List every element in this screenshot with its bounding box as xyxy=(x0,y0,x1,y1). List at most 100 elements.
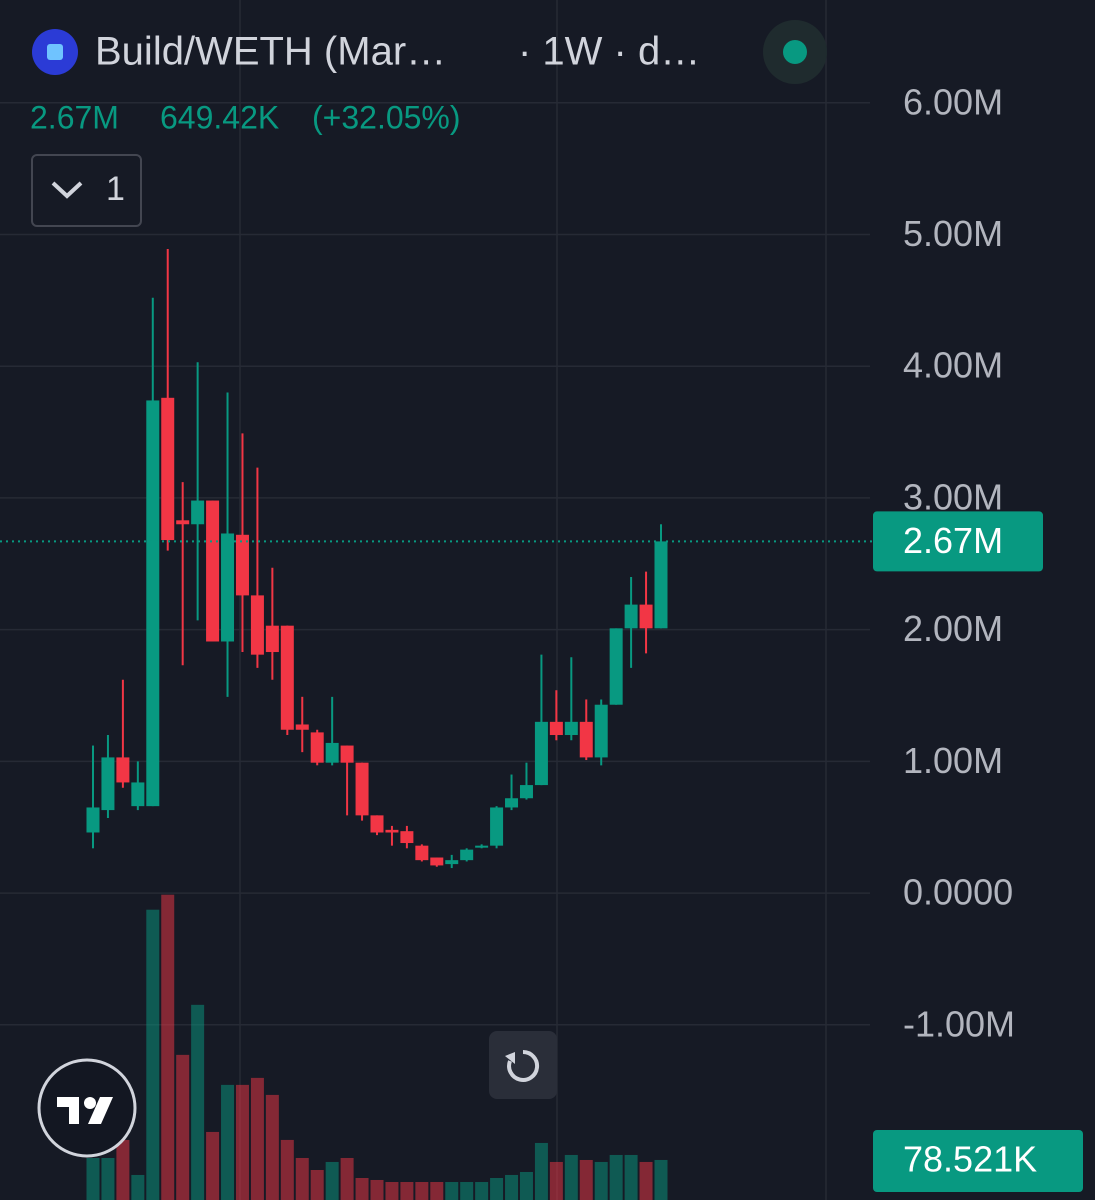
volume-bar xyxy=(235,1084,249,1200)
y-tick-label: -1.00M xyxy=(903,1003,1015,1044)
candle-body xyxy=(594,704,608,758)
y-tick-label: 4.00M xyxy=(903,345,1003,386)
volume-bar xyxy=(295,1157,309,1200)
y-tick-label: 2.00M xyxy=(903,608,1003,649)
legend-close: 2.67M xyxy=(30,99,119,135)
volume-bar xyxy=(221,1084,235,1200)
volume-bar xyxy=(370,1179,384,1200)
volume-bar xyxy=(594,1161,608,1200)
volume-bar xyxy=(639,1161,653,1200)
symbol-logo-mark xyxy=(47,44,63,60)
candle-body xyxy=(131,782,145,807)
volume-bar xyxy=(505,1174,519,1200)
reset-icon-arrow xyxy=(505,1052,515,1064)
volume-bar xyxy=(415,1182,429,1200)
candle-body xyxy=(505,798,519,808)
volume-bar xyxy=(490,1177,504,1200)
last-volume-tag xyxy=(873,1130,1083,1192)
y-tick-label: 5.00M xyxy=(903,213,1003,254)
volume-bar xyxy=(340,1157,354,1200)
last-price-label: 2.67M xyxy=(903,520,1003,561)
y-tick-label: 1.00M xyxy=(903,740,1003,781)
collapse-count: 1 xyxy=(106,170,125,208)
candle-body xyxy=(176,520,190,525)
reset-button[interactable] xyxy=(489,1031,557,1099)
y-axis: 6.00M 5.00M 4.00M 3.00M 2.00M 1.00M 0.0000 -1.0… xyxy=(873,81,1083,1192)
volume-bar xyxy=(609,1154,623,1200)
volume-bar xyxy=(430,1182,444,1200)
y-tick-label: 3.00M xyxy=(903,476,1003,517)
volume-bar xyxy=(564,1154,578,1200)
volume-bar xyxy=(280,1139,294,1200)
candle-body xyxy=(609,628,623,705)
candle-body xyxy=(295,724,309,730)
candle-body xyxy=(235,534,249,596)
candle-body xyxy=(221,533,235,642)
candle-body xyxy=(370,815,384,833)
candle-body xyxy=(161,397,175,541)
volume-bar xyxy=(265,1094,279,1200)
candle-body xyxy=(654,541,668,629)
volume-bar xyxy=(206,1131,220,1200)
candle-body xyxy=(534,721,548,786)
legend-change: 649.42K xyxy=(160,99,279,135)
candle-body xyxy=(310,732,324,763)
volume-bar xyxy=(310,1169,324,1200)
candle-body xyxy=(564,721,578,736)
candle-body xyxy=(340,745,354,763)
volume-bar xyxy=(355,1177,369,1200)
candle-body xyxy=(86,807,100,833)
candle-body xyxy=(265,625,279,653)
candle-body xyxy=(415,845,429,861)
volume-bar xyxy=(475,1182,489,1200)
legend-change-pct: (+32.05%) xyxy=(312,99,461,135)
volume-bar xyxy=(549,1161,563,1200)
candle-body xyxy=(116,757,130,783)
candle-body xyxy=(549,721,563,736)
last-price-tag xyxy=(873,511,1043,572)
status-dot xyxy=(783,40,807,64)
candle-body xyxy=(430,857,444,866)
volume-bar xyxy=(579,1159,593,1200)
candle-body xyxy=(400,831,414,844)
volume-bar xyxy=(445,1182,459,1200)
tv-logo-mark xyxy=(57,1097,113,1124)
volume-bar xyxy=(460,1182,474,1200)
volume-bar xyxy=(400,1182,414,1200)
candle-body xyxy=(639,604,653,629)
volume-bar xyxy=(191,1004,205,1200)
candle-body xyxy=(519,785,533,799)
y-tick-label: 0.0000 xyxy=(903,872,1013,913)
volume-bar xyxy=(161,894,175,1200)
last-volume-label: 78.521K xyxy=(903,1139,1037,1180)
candle-body xyxy=(475,845,489,848)
volume-bar xyxy=(385,1182,399,1200)
volume-bar xyxy=(624,1154,638,1200)
candle-body xyxy=(385,829,399,833)
volume-bar xyxy=(250,1077,264,1200)
candle-body xyxy=(624,604,638,629)
volume-bar xyxy=(325,1161,339,1200)
candle-body xyxy=(460,849,474,861)
candle-body xyxy=(101,757,115,811)
candle-body xyxy=(490,807,504,846)
volume-bar xyxy=(101,1157,115,1200)
volume-bar xyxy=(519,1171,533,1200)
candle-body xyxy=(206,500,220,642)
chevron-icon xyxy=(51,181,83,199)
volume-bar xyxy=(116,1139,130,1200)
candle-body xyxy=(146,400,160,807)
candle-body xyxy=(325,742,339,763)
volume-bar xyxy=(534,1142,548,1200)
volume-bar xyxy=(654,1159,668,1200)
candle-body xyxy=(445,860,459,865)
volume-bar xyxy=(176,1054,190,1200)
reset-icon xyxy=(507,1049,540,1082)
candle-body xyxy=(191,500,205,525)
symbol-title: Build/WETH (Mar… xyxy=(95,30,446,74)
interval: · 1W · d… xyxy=(518,30,700,74)
candle-body xyxy=(579,721,593,758)
candle-body xyxy=(250,595,264,655)
collapse-button[interactable] xyxy=(31,154,142,227)
